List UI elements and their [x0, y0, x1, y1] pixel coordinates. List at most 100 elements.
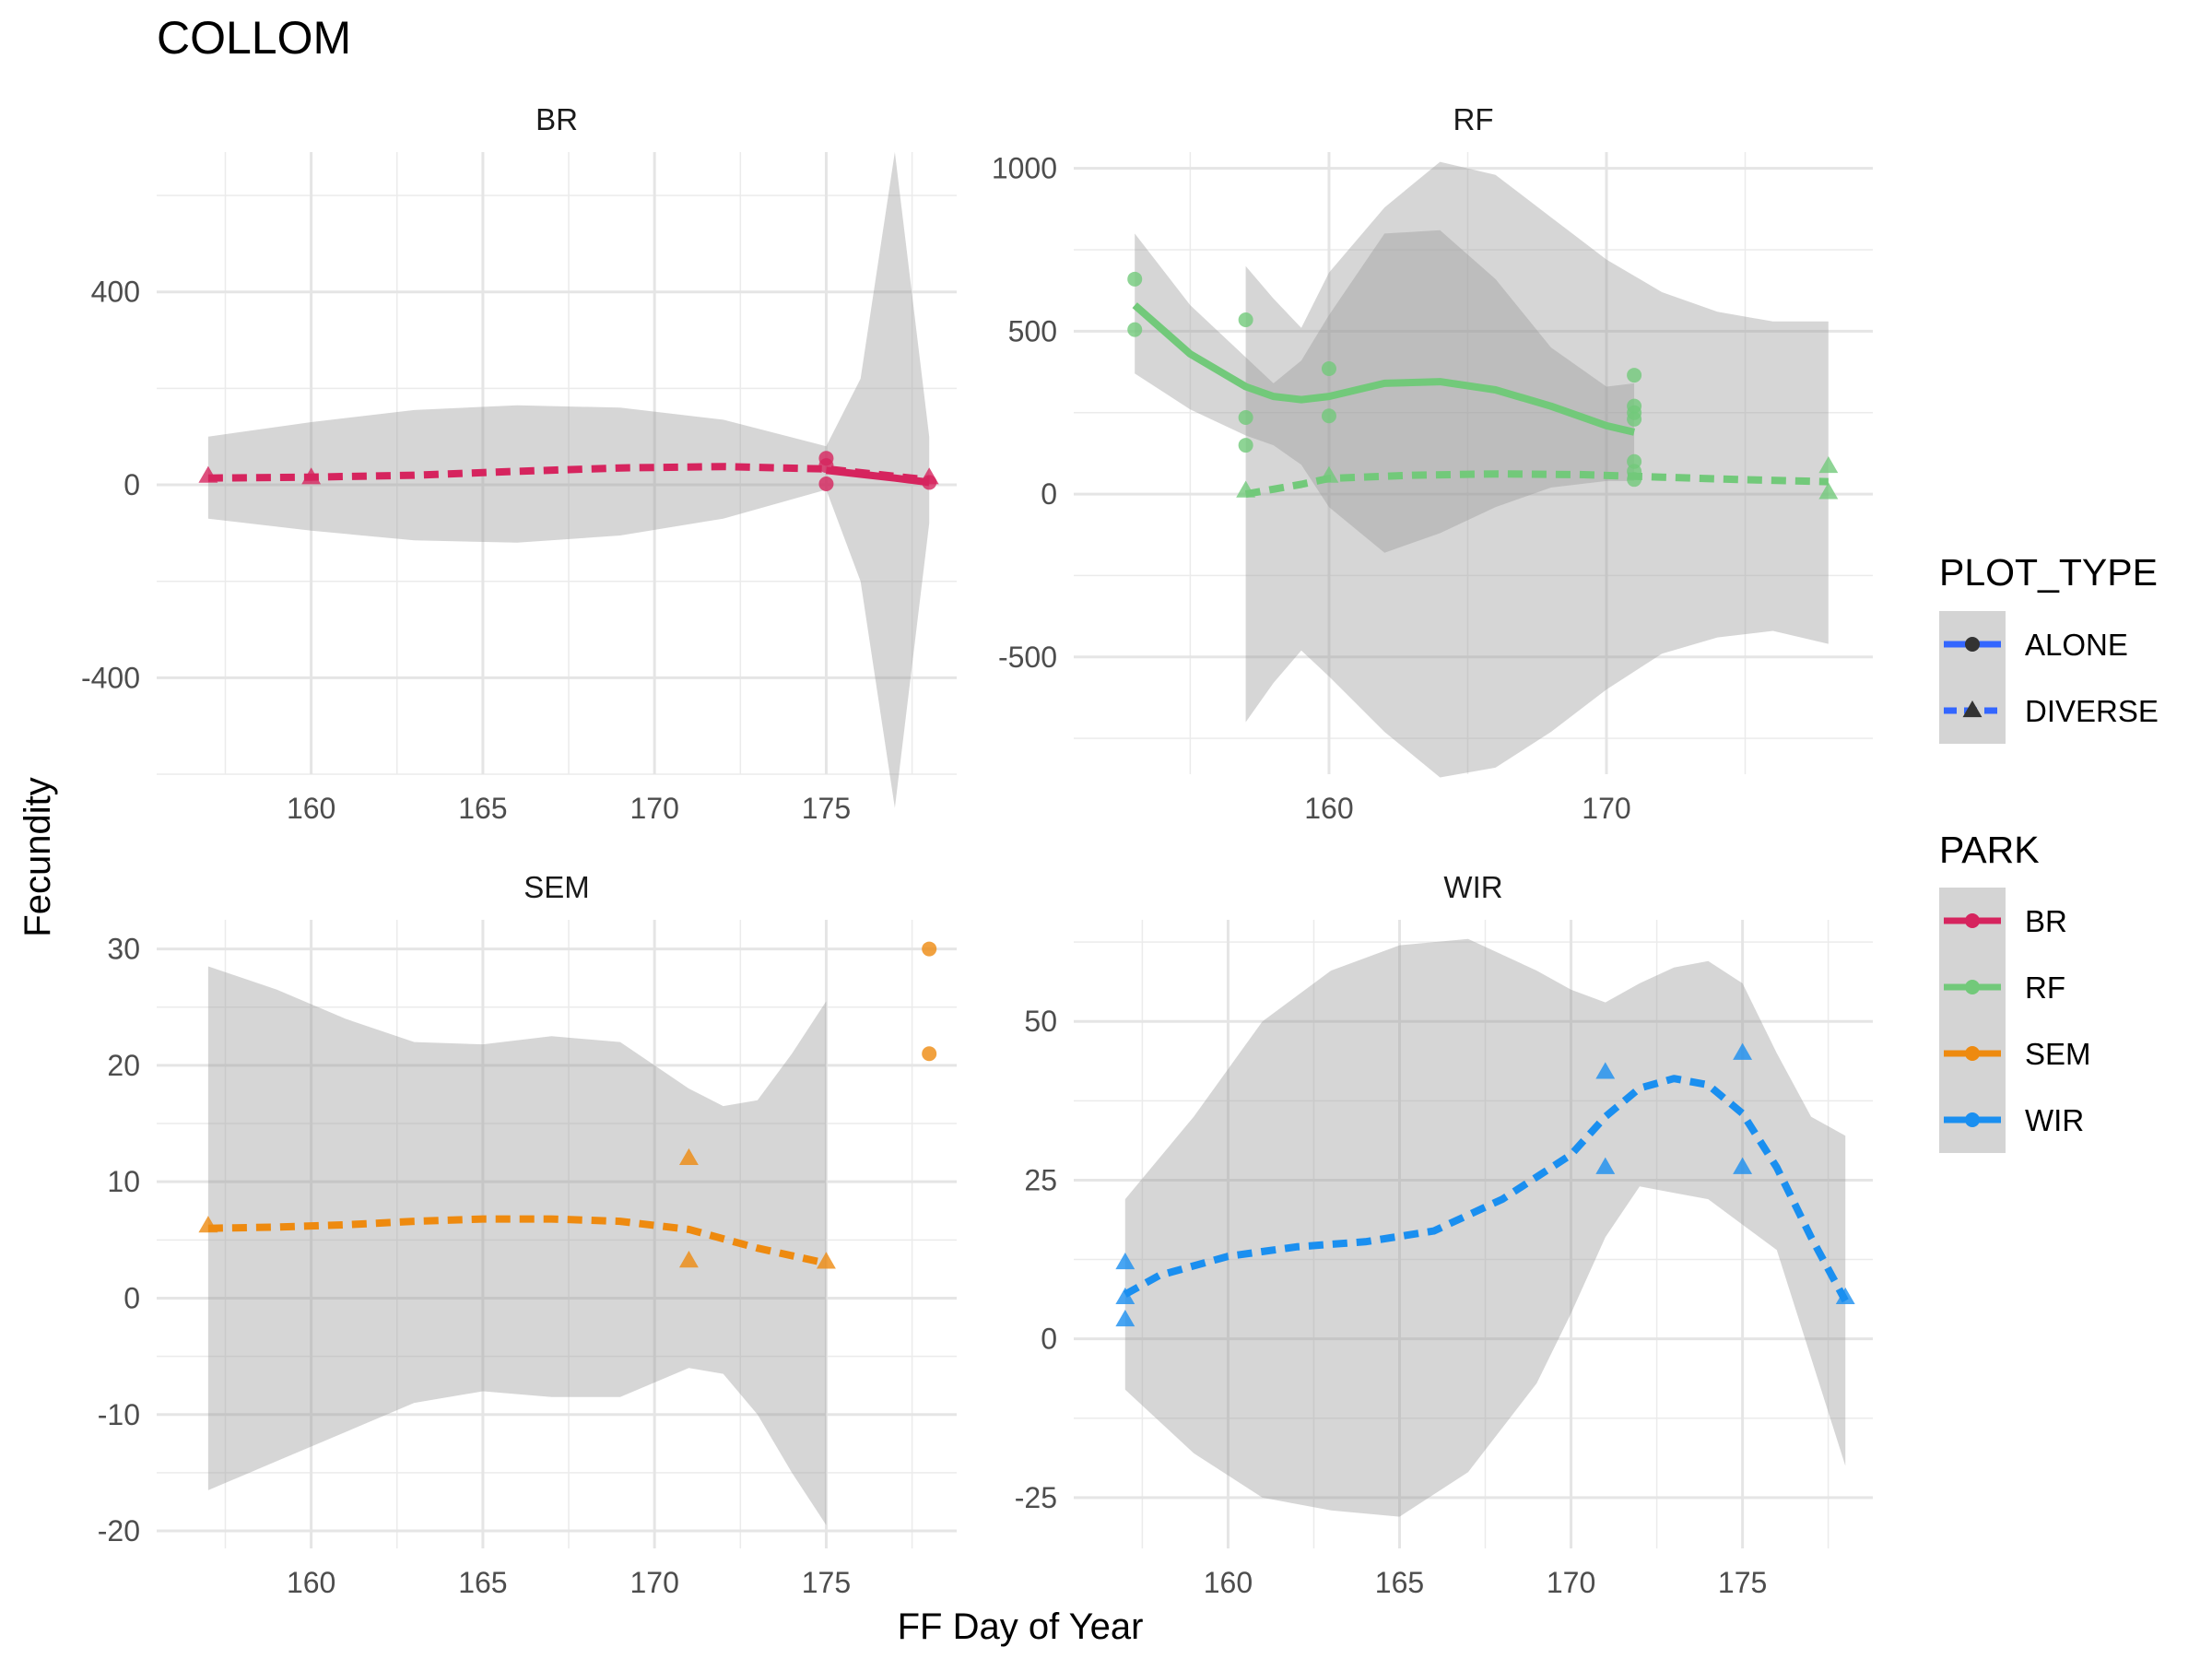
x-tick-label: 175	[802, 792, 851, 825]
confidence-ribbon	[1245, 161, 1829, 778]
x-tick-label: 160	[1204, 1566, 1253, 1599]
legend-plot-type-marks	[1944, 637, 2001, 718]
data-point-diverse	[1319, 465, 1339, 483]
panel-wir-strip-title: WIR	[1443, 870, 1502, 904]
data-point-diverse	[1835, 1287, 1855, 1305]
data-point-diverse	[1115, 1287, 1135, 1305]
data-point-alone	[1627, 368, 1642, 383]
y-tick-label: -25	[1015, 1481, 1057, 1514]
legend-label-diverse: DIVERSE	[2025, 694, 2159, 728]
y-tick-label: 20	[107, 1049, 140, 1082]
data-point-alone	[922, 1046, 937, 1062]
x-tick-label: 160	[1304, 792, 1353, 825]
y-tick-label: 25	[1024, 1163, 1057, 1196]
y-tick-label: 50	[1024, 1005, 1057, 1038]
x-tick-label: 170	[1582, 792, 1630, 825]
y-tick-label: 400	[91, 276, 140, 309]
x-tick-label: 175	[1718, 1566, 1767, 1599]
panel-br: BR 160 165 170 175 -400 0 400	[81, 102, 957, 825]
data-point-diverse	[1733, 1157, 1753, 1174]
data-point-diverse	[198, 1216, 218, 1233]
y-tick-label: -400	[81, 661, 140, 694]
y-tick-label: 0	[124, 1281, 140, 1314]
legend-park-marks	[1944, 913, 2001, 1127]
trend-line-diverse	[1244, 470, 1829, 499]
panel-rf: RF 160 170 -500 0 500 1000	[992, 102, 1873, 825]
data-point-diverse	[1115, 1253, 1135, 1270]
data-point-alone	[1238, 312, 1253, 328]
x-tick-label: 165	[1375, 1566, 1424, 1599]
y-tick-label: 500	[1008, 314, 1057, 347]
data-point-diverse	[678, 1251, 699, 1268]
data-point-alone	[818, 458, 834, 474]
trend-line-alone	[825, 466, 930, 487]
confidence-ribbon	[207, 152, 930, 808]
x-tick-label: 160	[287, 792, 335, 825]
y-tick-label: 10	[107, 1165, 140, 1198]
data-point-diverse	[301, 467, 322, 485]
legend-point-wir	[1965, 1112, 1980, 1127]
y-axis-label: Fecundity	[18, 777, 58, 936]
legend: PLOT_TYPE ALONE DIVERSE PARK BR RF SEM W…	[1939, 551, 2159, 1153]
x-tick-label: 170	[629, 1566, 678, 1599]
data-point-diverse	[1595, 1062, 1616, 1079]
data-point-diverse	[198, 465, 218, 483]
panel-sem: SEM 160 165 170 175 -20 -10 0 10 20 30	[98, 870, 957, 1599]
x-tick-label: 160	[287, 1566, 335, 1599]
y-tick-label: 0	[1041, 1323, 1057, 1356]
chart-title: COLLOM	[157, 12, 351, 64]
data-point-alone	[922, 475, 937, 490]
confidence-ribbon	[1124, 938, 1846, 1517]
legend-point-br	[1965, 913, 1980, 928]
y-tick-label: -500	[998, 641, 1057, 674]
x-tick-label: 175	[802, 1566, 851, 1599]
data-point-diverse	[1236, 480, 1256, 498]
data-point-diverse	[1595, 1157, 1616, 1174]
trend-line-alone	[1132, 302, 1636, 436]
data-point-alone	[1321, 408, 1336, 424]
legend-title-plot-type: PLOT_TYPE	[1939, 551, 2158, 594]
data-point-alone	[1627, 472, 1642, 488]
legend-point-rf	[1965, 980, 1980, 994]
trend-line-diverse	[1123, 1075, 1849, 1303]
legend-title-park: PARK	[1939, 829, 2040, 871]
data-point-diverse	[678, 1147, 699, 1166]
legend-label-br: BR	[2025, 904, 2067, 938]
legend-label-wir: WIR	[2025, 1103, 2084, 1137]
confidence-ribbon	[207, 966, 827, 1525]
y-tick-label: 30	[107, 933, 140, 966]
legend-label-rf: RF	[2025, 971, 2065, 1005]
data-point-alone	[818, 477, 834, 491]
x-axis-label: FF Day of Year	[898, 1606, 1144, 1647]
panel-sem-strip-title: SEM	[524, 870, 590, 904]
x-tick-label: 165	[458, 1566, 507, 1599]
data-point-alone	[1127, 322, 1143, 337]
y-tick-label: -20	[98, 1514, 140, 1547]
y-tick-label: 1000	[992, 152, 1057, 185]
trend-line-diverse	[207, 463, 930, 484]
data-point-alone	[1238, 438, 1253, 453]
legend-shape-alone	[1965, 637, 1980, 652]
data-point-diverse	[1115, 1310, 1135, 1327]
data-point-alone	[922, 941, 937, 957]
legend-point-sem	[1965, 1046, 1980, 1061]
x-tick-label: 165	[458, 792, 507, 825]
data-point-diverse	[816, 1252, 836, 1269]
x-tick-label: 170	[1547, 1566, 1595, 1599]
y-tick-label: -10	[98, 1398, 140, 1431]
trend-line-diverse	[207, 1215, 828, 1267]
panel-br-strip-title: BR	[535, 102, 578, 136]
legend-label-sem: SEM	[2025, 1037, 2091, 1071]
data-point-diverse	[1733, 1042, 1753, 1060]
y-tick-label: 0	[1041, 477, 1057, 511]
y-tick-label: 0	[124, 468, 140, 501]
legend-label-alone: ALONE	[2025, 628, 2128, 662]
legend-shape-diverse	[1962, 700, 1983, 718]
panel-rf-strip-title: RF	[1453, 102, 1494, 136]
data-point-alone	[1321, 361, 1336, 377]
panel-wir: WIR 160 165 170 175 -25 0 25 50	[1015, 870, 1873, 1599]
data-point-diverse	[1818, 456, 1839, 474]
x-tick-label: 170	[629, 792, 678, 825]
